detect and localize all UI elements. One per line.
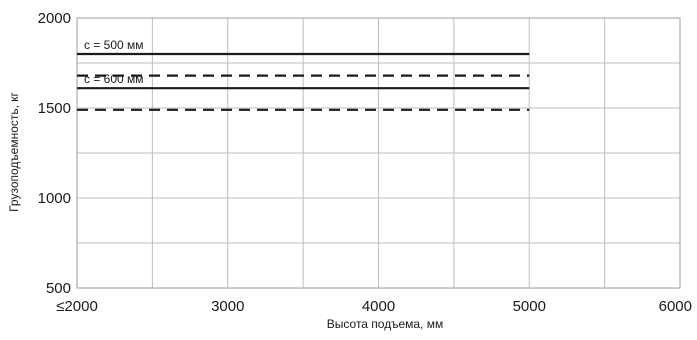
- x-axis-ticks: ≤2000 3000 4000 5000 6000: [56, 298, 692, 315]
- y-tick-label: 1000: [38, 190, 71, 207]
- x-tick-label: 6000: [659, 298, 692, 315]
- x-tick-label: 3000: [211, 298, 244, 315]
- y-axis-ticks: 500 1000 1500 2000: [38, 10, 71, 297]
- y-tick-label: 500: [46, 280, 71, 297]
- y-tick-label: 2000: [38, 10, 71, 27]
- grid: [77, 18, 680, 288]
- x-tick-label: 4000: [362, 298, 395, 315]
- plot-frame: [76, 17, 681, 289]
- x-tick-label: 5000: [513, 298, 546, 315]
- series-annotation-2: c = 600 мм: [84, 72, 144, 86]
- y-axis-label: Грузоподъемность, кг: [7, 91, 21, 211]
- annotation-group: c = 500 мм c = 600 мм: [84, 38, 144, 86]
- series-group: [77, 52, 530, 111]
- x-tick-label: ≤2000: [56, 298, 98, 315]
- y-tick-label: 1500: [38, 100, 71, 117]
- x-axis-label: Высота подъема, мм: [327, 317, 443, 331]
- series-annotation-1: c = 500 мм: [84, 38, 144, 52]
